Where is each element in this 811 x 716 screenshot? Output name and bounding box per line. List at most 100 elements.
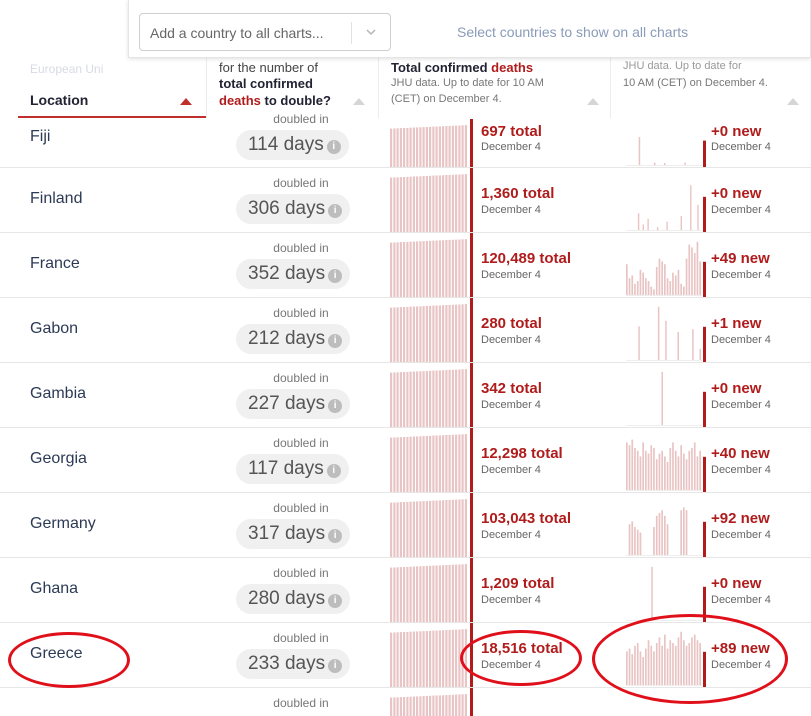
total-bar xyxy=(448,434,451,492)
info-icon[interactable]: i xyxy=(328,204,343,218)
new-bar xyxy=(680,216,682,230)
total-bar xyxy=(409,127,412,167)
active-sort-underline xyxy=(18,116,206,118)
sort-icon[interactable] xyxy=(353,98,365,105)
table-row[interactable]: Finland doubled in 306 days i 1,360 total… xyxy=(0,168,811,233)
location-name[interactable]: Gambia xyxy=(30,385,87,402)
doubling-days-pill[interactable]: 114 days i xyxy=(236,130,349,160)
doubling-days-pill[interactable]: 212 days i xyxy=(236,324,351,354)
total-bar xyxy=(399,697,402,716)
total-deaths-value: 12,298 total xyxy=(481,445,563,462)
new-bar xyxy=(696,241,699,295)
doubling-days-pill[interactable]: 306 days i xyxy=(236,194,351,224)
table-row[interactable]: Greece doubled in 233 days i 18,516 total… xyxy=(0,623,811,688)
location-column-header[interactable]: European Uni Location xyxy=(18,0,206,118)
total-bar xyxy=(399,177,402,232)
total-bar xyxy=(458,629,461,687)
doubling-days-pill[interactable]: 352 days i xyxy=(236,259,351,289)
location-name[interactable]: Georgia xyxy=(30,450,87,467)
total-header-date: (CET) on December 4. xyxy=(391,93,502,105)
total-sparkline xyxy=(390,363,473,427)
table-row[interactable]: Gabon doubled in 212 days i 280 total Dec… xyxy=(0,298,811,363)
info-icon[interactable]: i xyxy=(328,594,343,608)
country-select-dropdown[interactable]: Add a country to all charts... xyxy=(139,13,391,51)
table-row[interactable]: Gambia doubled in 227 days i 342 total De… xyxy=(0,363,811,428)
current-marker xyxy=(470,363,473,427)
new-bar xyxy=(631,521,634,555)
total-bar xyxy=(412,306,415,362)
doubling-column-header[interactable]: for the number of total confirmed deaths… xyxy=(206,0,378,118)
table-row-partial[interactable]: doubled in xyxy=(0,688,811,716)
sort-icon[interactable] xyxy=(587,98,599,105)
location-name[interactable]: Fiji xyxy=(30,128,51,145)
table-row[interactable]: Ghana doubled in 280 days i 1,209 total D… xyxy=(0,558,811,623)
total-bar xyxy=(422,436,425,492)
total-date: December 4 xyxy=(481,594,541,606)
doubling-days-pill[interactable]: 233 days i xyxy=(236,649,351,679)
total-bar xyxy=(464,564,467,622)
new-bar xyxy=(655,515,658,555)
new-bar xyxy=(696,456,699,490)
info-icon[interactable]: i xyxy=(326,140,341,154)
info-icon[interactable]: i xyxy=(328,529,343,543)
info-icon[interactable]: i xyxy=(328,269,343,283)
total-bar xyxy=(425,566,428,622)
table-row[interactable]: Fiji doubled in 114 days i 697 total Dece… xyxy=(0,112,811,168)
location-name[interactable]: Germany xyxy=(30,515,96,532)
new-bar xyxy=(688,643,691,685)
total-bar xyxy=(435,240,438,297)
new-bar xyxy=(639,532,642,555)
table-row[interactable]: Germany doubled in 317 days i 103,043 tot… xyxy=(0,493,811,558)
new-bar xyxy=(626,651,628,685)
total-bar xyxy=(455,125,458,167)
info-icon[interactable]: i xyxy=(328,659,343,673)
total-bar xyxy=(403,437,406,492)
total-bar xyxy=(399,307,402,362)
location-name[interactable]: Gabon xyxy=(30,320,79,337)
total-bar xyxy=(448,369,451,427)
baseline xyxy=(626,425,702,426)
total-bar xyxy=(406,127,409,167)
total-bar xyxy=(390,502,393,557)
total-bar xyxy=(435,305,438,362)
total-bar xyxy=(445,240,448,297)
new-bar xyxy=(626,442,628,490)
info-icon[interactable]: i xyxy=(328,399,343,413)
current-marker xyxy=(703,140,706,167)
sort-icon[interactable] xyxy=(787,98,799,105)
table-row[interactable]: France doubled in 352 days i 120,489 tota… xyxy=(0,233,811,298)
new-bar xyxy=(645,648,647,685)
doubling-days-pill[interactable]: 280 days i xyxy=(236,584,351,614)
baseline xyxy=(626,360,702,361)
location-name[interactable]: France xyxy=(30,255,80,272)
total-bar xyxy=(393,307,396,362)
new-bar xyxy=(680,631,682,685)
chevron-down-icon[interactable] xyxy=(364,25,378,39)
new-deaths-column-header[interactable]: JHU data. Up to date for 10 AM (CET) on … xyxy=(610,0,811,118)
new-bar xyxy=(693,634,696,685)
total-bar xyxy=(390,567,393,622)
sort-ascending-icon[interactable] xyxy=(180,98,192,105)
info-icon[interactable]: i xyxy=(326,464,341,478)
total-bar xyxy=(461,694,464,716)
location-name[interactable]: Finland xyxy=(30,190,83,207)
total-bar xyxy=(425,241,428,297)
table-row[interactable]: Georgia doubled in 117 days i 12,298 tota… xyxy=(0,428,811,493)
total-bar xyxy=(390,437,393,492)
new-deaths-sparkline xyxy=(626,241,706,297)
location-name[interactable]: Greece xyxy=(30,645,83,662)
country-select-placeholder: Add a country to all charts... xyxy=(150,25,324,41)
info-icon[interactable]: i xyxy=(328,334,343,348)
doubling-days-pill[interactable]: 117 days i xyxy=(236,454,349,484)
doubling-days-pill[interactable]: 317 days i xyxy=(236,519,351,549)
total-bar xyxy=(455,174,458,232)
doubling-days-pill[interactable]: 227 days i xyxy=(236,389,351,419)
new-bar xyxy=(634,527,636,555)
total-deaths-column-header[interactable]: Total confirmed deaths JHU data. Up to d… xyxy=(378,0,610,118)
new-bar xyxy=(664,264,666,295)
total-bar xyxy=(419,176,422,232)
total-bar xyxy=(461,125,464,167)
total-bar xyxy=(442,630,445,687)
location-name[interactable]: Ghana xyxy=(30,580,79,597)
